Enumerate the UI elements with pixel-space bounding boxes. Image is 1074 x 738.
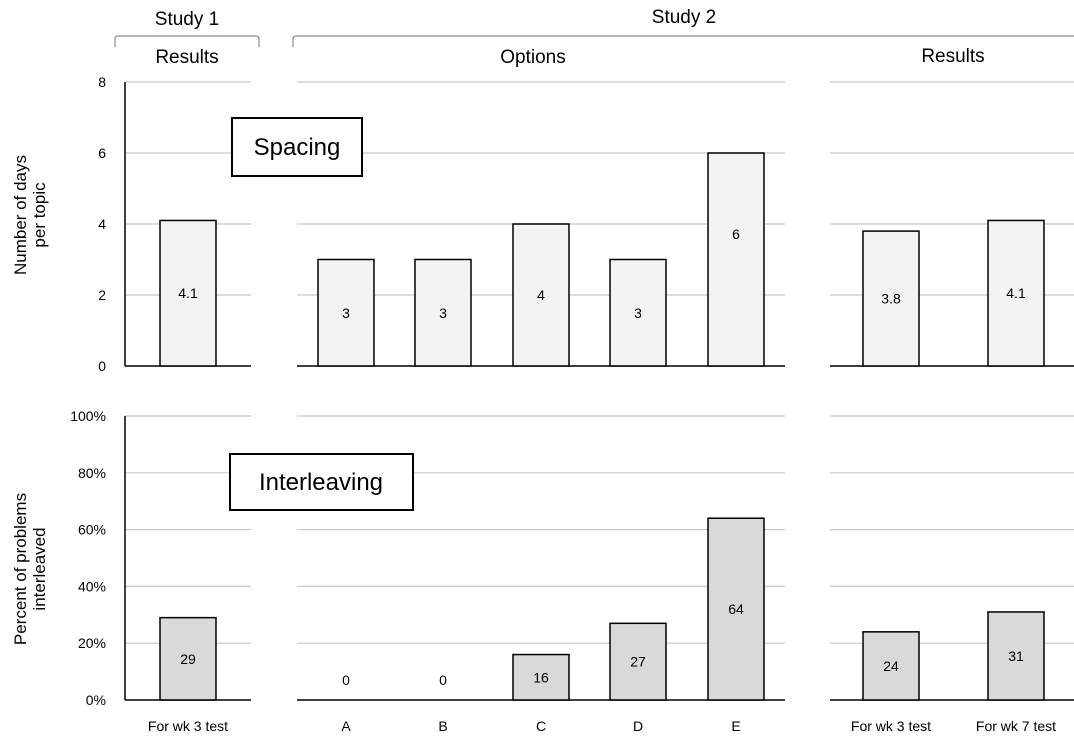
data-label: 3 bbox=[439, 305, 447, 321]
annotation-box bbox=[231, 117, 363, 177]
interleaving-chart: 0% 20% 40% 60% 80% 100% Percent of problemsint… bbox=[11, 408, 1074, 734]
study2-options-header: Options bbox=[500, 47, 565, 68]
data-label: 3 bbox=[342, 305, 350, 321]
y-axis-label-line: per topic bbox=[30, 182, 49, 248]
annotation-box bbox=[229, 453, 414, 511]
bar bbox=[862, 631, 920, 701]
study1-header: Study 1 bbox=[155, 9, 219, 30]
bar bbox=[707, 152, 765, 367]
data-label: 4 bbox=[537, 287, 545, 303]
data-label: 29 bbox=[180, 651, 196, 667]
x-tick-label: E bbox=[731, 718, 740, 734]
study2-header: Study 2 bbox=[652, 7, 716, 28]
bar bbox=[707, 517, 765, 701]
data-label: 6 bbox=[732, 226, 740, 242]
bar bbox=[317, 258, 375, 367]
y-tick-label: 2 bbox=[98, 287, 106, 303]
bar bbox=[159, 616, 217, 701]
bar bbox=[609, 258, 667, 367]
y-tick-label: 4 bbox=[98, 216, 106, 232]
bar bbox=[987, 611, 1045, 701]
bar bbox=[987, 219, 1045, 367]
annotation-text: Interleaving bbox=[259, 469, 383, 496]
y-tick-label: 6 bbox=[98, 145, 106, 161]
spacing-chart: 0 2 4 6 8 Number of daysper topic 4.1 3 3 4 3 6 3.8 4… bbox=[11, 74, 1074, 374]
bar bbox=[512, 223, 570, 367]
y-axis-label-line: interleaved bbox=[30, 527, 49, 610]
y-axis-label: Number of daysper topic bbox=[11, 155, 49, 275]
x-tick-label: C bbox=[536, 718, 546, 734]
bar bbox=[862, 230, 920, 367]
y-tick-label: 60% bbox=[78, 522, 106, 538]
study2-results-header: Results bbox=[921, 46, 984, 67]
y-tick-label: 20% bbox=[78, 635, 106, 651]
bar bbox=[414, 258, 472, 367]
data-label: 0 bbox=[439, 672, 447, 688]
x-tick-label: A bbox=[341, 718, 351, 734]
y-tick-label: 40% bbox=[78, 578, 106, 594]
y-tick-label: 0% bbox=[86, 692, 106, 708]
x-tick-label: For wk 3 test bbox=[851, 718, 931, 734]
data-label: 16 bbox=[533, 669, 549, 685]
x-tick-label: D bbox=[633, 718, 643, 734]
bar bbox=[512, 653, 570, 701]
y-axis-label-line: Number of days bbox=[11, 155, 30, 275]
data-label: 24 bbox=[883, 658, 899, 674]
x-tick-label: B bbox=[438, 718, 447, 734]
data-label: 0 bbox=[342, 672, 350, 688]
bar bbox=[159, 219, 217, 367]
data-label: 4.1 bbox=[1006, 285, 1026, 301]
data-label: 3.8 bbox=[881, 291, 901, 307]
data-label: 4.1 bbox=[178, 285, 198, 301]
y-tick-label: 80% bbox=[78, 465, 106, 481]
data-label: 27 bbox=[630, 654, 646, 670]
bar bbox=[609, 622, 667, 701]
study2-bracket bbox=[292, 35, 1074, 47]
annotation-text: Spacing bbox=[254, 134, 341, 161]
y-axis-label-line: Percent of problems bbox=[11, 493, 30, 645]
data-label: 3 bbox=[634, 305, 642, 321]
x-tick-label: For wk 7 test bbox=[976, 718, 1056, 734]
y-tick-label: 0 bbox=[98, 358, 106, 374]
study1-bracket bbox=[114, 35, 260, 47]
y-axis-label: Percent of problemsinterleaved bbox=[11, 493, 49, 645]
y-tick-label: 100% bbox=[70, 408, 106, 424]
study1-results-header: Results bbox=[155, 47, 218, 68]
x-tick-label: For wk 3 test bbox=[148, 718, 228, 734]
data-label: 31 bbox=[1008, 648, 1024, 664]
y-tick-label: 8 bbox=[98, 74, 106, 90]
data-label: 64 bbox=[728, 601, 744, 617]
